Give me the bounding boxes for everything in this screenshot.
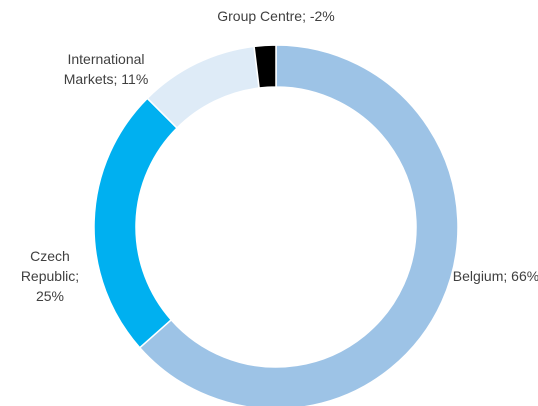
donut-segment bbox=[138, 44, 459, 406]
data-label: International Markets; 11% bbox=[63, 51, 149, 87]
data-label: Czech Republic; 25% bbox=[20, 248, 80, 304]
data-label: Belgium; 66% bbox=[452, 268, 538, 284]
donut-segment bbox=[93, 97, 179, 349]
donut-segment bbox=[253, 44, 277, 89]
data-label: Group Centre; -2% bbox=[217, 8, 335, 24]
